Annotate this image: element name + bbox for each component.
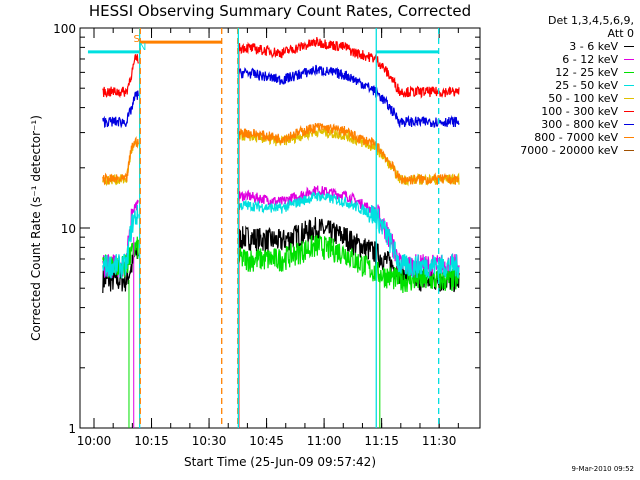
legend-label: 7000 - 20000 keV	[520, 144, 618, 157]
legend-swatch	[624, 46, 634, 47]
legend-entry: 3 - 6 keV	[486, 40, 634, 53]
legend-label: 50 - 100 keV	[548, 92, 618, 105]
legend-swatch	[624, 85, 634, 86]
legend-swatch	[624, 111, 634, 112]
legend-swatch	[624, 72, 634, 73]
legend-label: 25 - 50 keV	[555, 79, 618, 92]
series-line-5	[102, 36, 460, 99]
series-line-4	[102, 126, 460, 187]
legend-entry: 12 - 25 keV	[486, 66, 634, 79]
legend-label: 6 - 12 keV	[562, 53, 618, 66]
legend-entry: 50 - 100 keV	[486, 92, 634, 105]
x-tick-label: 10:15	[134, 434, 169, 448]
legend-swatch	[624, 98, 634, 99]
x-tick-label: 11:00	[307, 434, 342, 448]
chart-title: HESSI Observing Summary Count Rates, Cor…	[89, 2, 471, 20]
x-tick-label: 11:15	[364, 434, 399, 448]
legend-entry: 100 - 300 keV	[486, 105, 634, 118]
legend-swatch	[624, 124, 634, 125]
x-tick-label: 10:00	[77, 434, 112, 448]
series-line-6	[102, 64, 460, 129]
legend-label: 12 - 25 keV	[555, 66, 618, 79]
x-axis-label: Start Time (25-Jun-09 09:57:42)	[184, 455, 376, 469]
annotation-s: S	[134, 34, 140, 45]
legend-swatch	[624, 150, 634, 151]
legend-swatch	[624, 59, 634, 60]
x-tick-label: 11:30	[422, 434, 457, 448]
series-line-3	[102, 191, 460, 279]
legend-title-line1: Det 1,3,4,5,6,9,	[547, 14, 634, 27]
legend: Det 1,3,4,5,6,9, Att 0 3 - 6 keV 6 - 12 k…	[486, 14, 634, 157]
y-tick-label: 1	[68, 422, 76, 436]
legend-title-line2: Att 0	[607, 27, 634, 40]
x-tick-label: 10:45	[249, 434, 284, 448]
legend-entry: 7000 - 20000 keV	[486, 144, 634, 157]
annotation-n: N	[139, 42, 146, 53]
legend-label: 300 - 800 keV	[541, 118, 618, 131]
legend-entries: 3 - 6 keV 6 - 12 keV 12 - 25 keV 25 - 50 ke…	[486, 40, 634, 157]
legend-label: 800 - 7000 keV	[534, 131, 618, 144]
legend-entry: 6 - 12 keV	[486, 53, 634, 66]
legend-entry: 300 - 800 keV	[486, 118, 634, 131]
y-tick-label: 10	[61, 222, 76, 236]
legend-label: 100 - 300 keV	[541, 105, 618, 118]
series-line-7	[102, 122, 460, 186]
legend-entry: 800 - 7000 keV	[486, 131, 634, 144]
legend-label: 3 - 6 keV	[569, 40, 618, 53]
timestamp-footnote: 9-Mar-2010 09:52	[571, 465, 634, 473]
y-tick-label: 100	[53, 22, 76, 36]
x-tick-label: 10:30	[192, 434, 227, 448]
legend-entry: 25 - 50 keV	[486, 79, 634, 92]
legend-swatch	[624, 137, 634, 138]
y-axis-label: Corrected Count Rate (s⁻¹ detector⁻¹)	[29, 115, 43, 341]
